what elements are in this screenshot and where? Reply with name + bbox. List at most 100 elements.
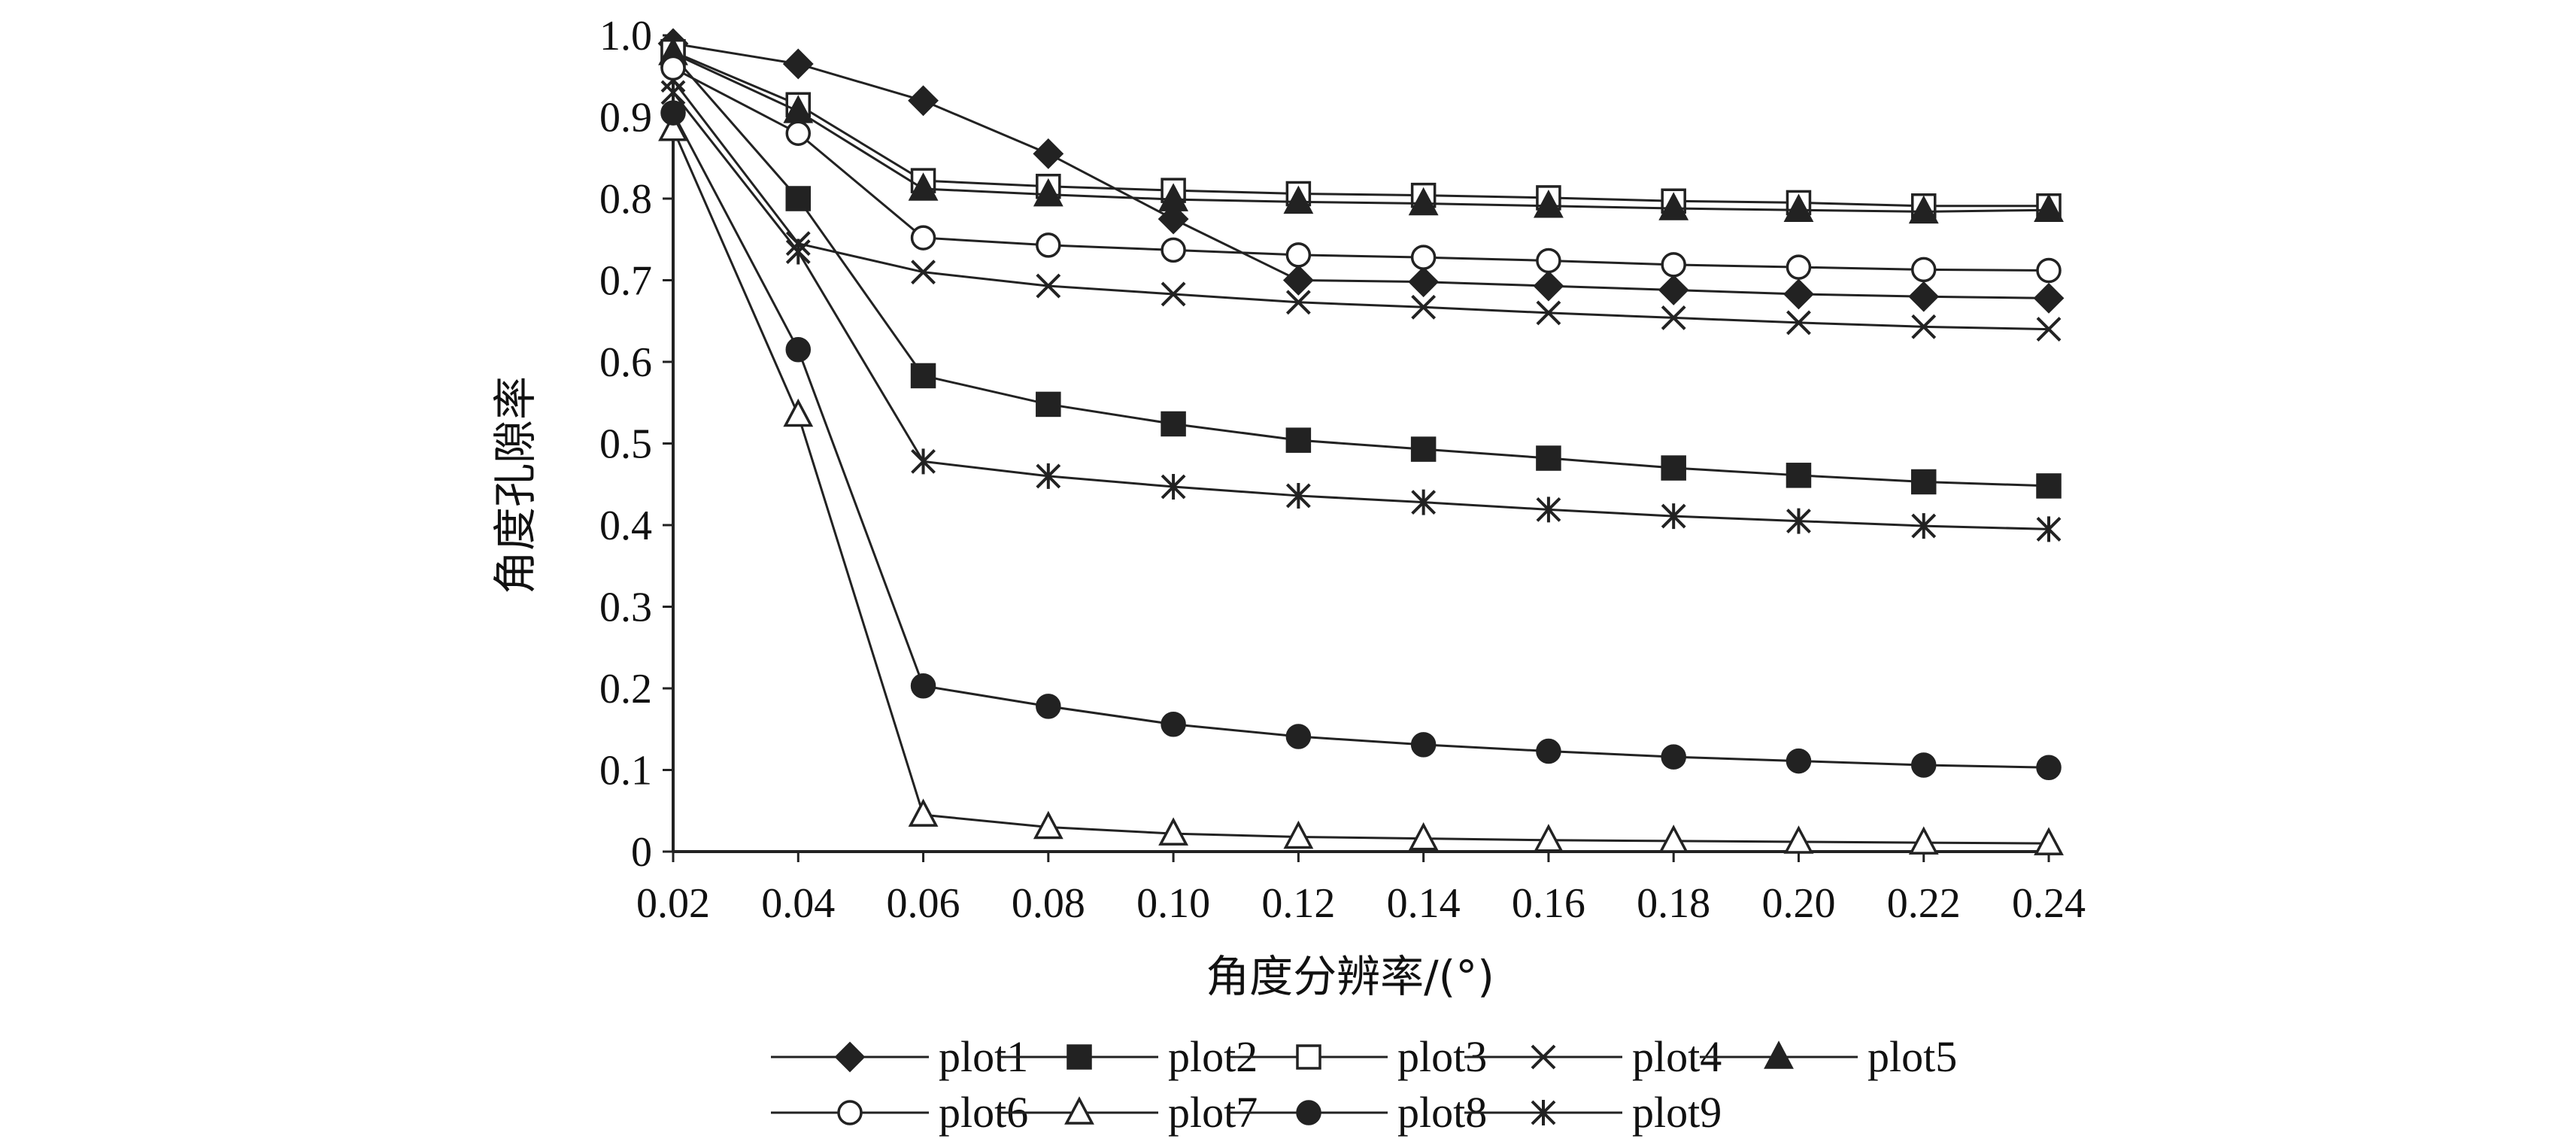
data-point-plot7-shape xyxy=(783,398,814,427)
data-point-plot2 xyxy=(1661,455,1686,481)
data-point-plot8 xyxy=(2036,755,2062,780)
data-point-plot4-shape xyxy=(911,260,936,285)
data-point-plot6 xyxy=(1786,254,1812,280)
series-line-plot6 xyxy=(672,67,2050,272)
data-point-plot1 xyxy=(1033,138,1064,169)
data-point-plot5 xyxy=(908,172,939,201)
data-point-plot9-shape xyxy=(1036,463,1061,489)
data-point-plot9-shape xyxy=(660,79,686,105)
data-point-plot9-shape xyxy=(1411,489,1437,515)
legend-item-plot7: plot7 xyxy=(1000,1088,1258,1137)
x-tick-label: 0.20 xyxy=(1761,880,1835,927)
data-point-plot1 xyxy=(1533,270,1564,302)
data-point-plot7-shape xyxy=(1658,825,1689,853)
data-point-plot7 xyxy=(658,113,688,141)
series-group xyxy=(657,28,2065,855)
data-point-plot4 xyxy=(1285,290,1311,315)
data-point-plot2 xyxy=(910,363,936,389)
data-point-plot8 xyxy=(1786,748,1812,774)
y-tick-label: 0 xyxy=(631,829,652,876)
data-point-plot6 xyxy=(910,225,936,251)
x-tick-label: 0.08 xyxy=(1012,880,1085,927)
data-point-plot4-shape xyxy=(1911,314,1937,339)
data-point-plot7-shape xyxy=(908,798,939,827)
data-point-plot2-shape xyxy=(1161,411,1186,437)
data-point-plot9-shape xyxy=(785,238,811,265)
legend-marker-shape xyxy=(1531,1044,1556,1070)
data-point-plot2 xyxy=(1910,469,1937,495)
data-point-plot5 xyxy=(1408,187,1439,216)
data-point-plot2 xyxy=(1285,427,1312,453)
series-line-plot2 xyxy=(672,55,2050,487)
data-point-plot5 xyxy=(1158,183,1189,211)
data-point-plot6 xyxy=(1036,232,1061,258)
data-point-plot2-shape xyxy=(910,363,936,389)
data-point-plot4 xyxy=(1911,314,1937,339)
data-point-plot8 xyxy=(785,336,812,363)
data-point-plot6-shape xyxy=(2036,257,2062,284)
data-point-plot8-shape xyxy=(1786,748,1812,774)
series-line-plot9 xyxy=(672,92,2050,530)
data-point-plot6-shape xyxy=(1410,244,1437,270)
legend-marker xyxy=(1764,1040,1794,1069)
data-point-plot1-shape xyxy=(1783,278,1814,310)
series-plot5 xyxy=(658,37,2064,224)
legend-item-plot6: plot6 xyxy=(771,1088,1028,1137)
data-point-plot7 xyxy=(1658,825,1689,853)
data-point-plot8 xyxy=(1410,732,1437,758)
legend-marker xyxy=(1531,1100,1556,1125)
data-point-plot5 xyxy=(1533,190,1564,218)
data-point-plot8-shape xyxy=(1536,738,1561,764)
data-point-plot1 xyxy=(1408,266,1440,298)
data-point-plot7 xyxy=(1033,810,1063,840)
data-point-plot2 xyxy=(1161,411,1186,437)
data-point-plot5 xyxy=(1033,178,1063,207)
legend-marker-shape xyxy=(1764,1040,1794,1069)
y-axis-title-group: 角度孔隙率 xyxy=(490,376,541,594)
data-point-plot6-shape xyxy=(785,120,812,146)
y-tick-label: 0.2 xyxy=(599,666,652,712)
series-plot6 xyxy=(660,55,2062,284)
data-point-plot2-shape xyxy=(1285,427,1312,453)
data-point-plot5-shape xyxy=(1533,190,1564,218)
data-point-plot8 xyxy=(1036,694,1061,719)
data-point-plot9 xyxy=(1036,463,1061,489)
x-tick-label: 0.12 xyxy=(1261,880,1335,927)
data-point-plot5-shape xyxy=(2034,193,2064,222)
data-point-plot9 xyxy=(1786,508,1811,534)
y-tick-label: 0.3 xyxy=(599,585,652,631)
data-point-plot5-shape xyxy=(908,172,939,201)
legend-marker-shape xyxy=(837,1100,863,1125)
x-tick-label: 0.16 xyxy=(1512,880,1585,927)
y-tick-label: 0.9 xyxy=(599,95,652,141)
data-point-plot9-shape xyxy=(1285,482,1311,509)
data-point-plot5 xyxy=(1908,195,1939,224)
data-point-plot2-shape xyxy=(1910,469,1937,495)
data-point-plot8 xyxy=(1536,738,1561,764)
legend-marker-shape xyxy=(1067,1044,1092,1070)
data-point-plot9-shape xyxy=(1161,474,1186,500)
data-point-plot4 xyxy=(1661,305,1686,330)
x-tick-label: 0.18 xyxy=(1637,880,1710,927)
data-point-plot5-shape xyxy=(1908,195,1939,224)
data-point-plot4-shape xyxy=(1536,300,1561,326)
data-point-plot1-shape xyxy=(1533,270,1564,302)
legend: plot1 plot2 plot3 plot4 plot5 plot6 plot7 plot8… xyxy=(771,1032,1957,1137)
x-tick-label: 0.24 xyxy=(2012,880,2086,927)
data-point-plot9-shape xyxy=(1911,513,1937,539)
data-point-plot2-shape xyxy=(1410,436,1437,462)
data-point-plot9 xyxy=(1911,513,1937,539)
data-point-plot1 xyxy=(908,85,939,117)
legend-item-plot2: plot2 xyxy=(1000,1032,1258,1081)
data-point-plot8-shape xyxy=(910,673,936,699)
data-point-plot1-shape xyxy=(1158,203,1189,235)
series-line-plot1 xyxy=(672,42,2050,299)
data-point-plot5-shape xyxy=(1033,178,1063,207)
data-point-plot6-shape xyxy=(910,225,936,251)
data-point-plot6-shape xyxy=(660,55,686,81)
data-point-plot1 xyxy=(1783,278,1814,310)
y-tick-label: 0.8 xyxy=(599,176,652,223)
data-point-plot2-shape xyxy=(1786,463,1812,488)
data-point-plot2 xyxy=(1410,436,1437,462)
data-point-plot8 xyxy=(910,673,936,699)
